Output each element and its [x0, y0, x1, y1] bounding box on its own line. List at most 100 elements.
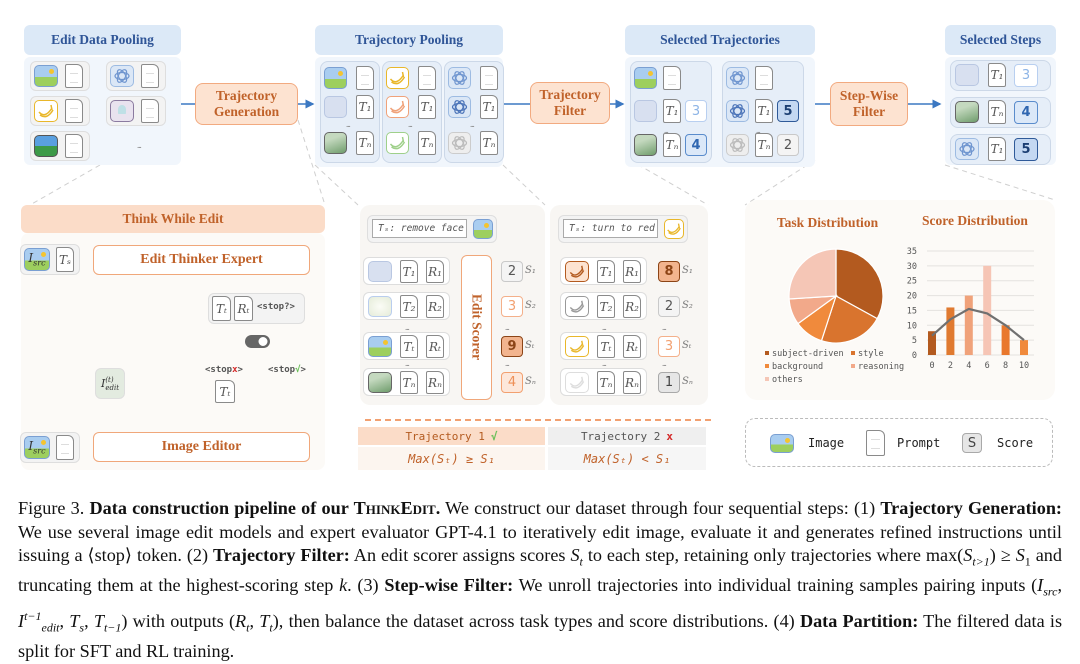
score-badge: 4	[685, 134, 707, 156]
ellipsis: ...	[505, 358, 510, 368]
ellipsis: ...	[470, 119, 475, 129]
ellipsis: ...	[408, 119, 413, 129]
prompt-doc-icon: R₂	[426, 295, 444, 318]
prompt-doc-icon: Tₙ	[597, 371, 615, 394]
caption-segment: T	[93, 610, 104, 631]
legend-label: subject-driven	[772, 349, 844, 359]
legend-score-label: Score	[997, 436, 1034, 450]
caption-segment: We use several image edit models and exp…	[18, 521, 1062, 566]
legend-swatch	[765, 351, 769, 355]
stop-prefix: <stop	[268, 365, 296, 375]
caption-segment: t	[246, 620, 250, 635]
score-icon: S	[962, 433, 982, 453]
result-label: Trajectory 1	[405, 429, 485, 443]
trajectory-result: Trajectory 1 √	[358, 427, 545, 445]
pie-slice-others	[788, 248, 837, 300]
banana-yellow-icon	[386, 67, 409, 89]
ellipsis: ...	[346, 119, 351, 129]
prompt-doc-icon	[141, 64, 159, 88]
landscape-green-icon	[324, 132, 347, 154]
banana-yellow-icon	[34, 100, 58, 122]
prompt-doc-icon: Tₙ	[418, 131, 436, 155]
prompt-doc-icon: Tₙ	[988, 100, 1006, 124]
source-image-label: Isrc	[28, 251, 45, 267]
score-badge: 4	[1014, 101, 1038, 124]
prompt-doc-icon: T₁	[663, 99, 681, 123]
caption-segment: s	[79, 620, 85, 635]
landscape-face-icon	[34, 65, 58, 87]
trend-line	[931, 307, 1025, 341]
caption-segment: to each step, retaining only trajectorie…	[582, 545, 964, 566]
landscape-face-icon	[634, 67, 657, 89]
label-sub: edit	[105, 383, 120, 392]
banana-yellow-icon	[664, 219, 684, 239]
openai-dark-icon	[726, 100, 749, 122]
openai-gray-icon	[726, 134, 749, 156]
legend-swatch	[851, 364, 855, 368]
caption-segment: Data Partition:	[799, 610, 919, 631]
legend-label: others	[772, 375, 803, 385]
step-wise-filter-step: Step-Wise Filter	[830, 82, 908, 126]
figure-caption: Figure 3. Data construction pipeline of …	[18, 497, 1062, 664]
result-label: Trajectory 2	[580, 429, 661, 443]
prompt-doc-icon	[65, 64, 83, 88]
landscape-face-icon	[473, 219, 493, 239]
prompt-doc-icon: Rₜ	[234, 296, 253, 321]
prompt-doc-icon: Tₙ	[480, 131, 498, 155]
landscape-faded-icon	[955, 64, 979, 86]
ellipsis: ...	[662, 322, 667, 332]
bar-chart-title: Score Distribution	[922, 213, 1028, 228]
label-main: I	[100, 377, 106, 390]
prompt-doc-icon: T₁	[988, 137, 1006, 161]
score-label: Sₙ	[682, 376, 693, 387]
score-badge: 4	[501, 372, 523, 393]
result-mark: √	[490, 429, 498, 443]
prompt-doc-icon	[480, 66, 498, 90]
x-tick-label: 2	[948, 361, 953, 371]
score-badge: 3	[501, 296, 523, 317]
legend-label: reasoning	[858, 362, 904, 372]
score-label: Sₜ	[525, 340, 535, 351]
caption-segment: and truncating them at the highest-scori…	[18, 545, 1062, 596]
caption-segment: We unroll trajectories into individual t…	[513, 575, 1038, 596]
caption-segment: ) with outputs (	[121, 610, 236, 631]
banana-dark-orange-icon	[565, 261, 589, 282]
banana-orange-icon	[386, 96, 409, 118]
ellipsis: ...	[756, 125, 761, 135]
ellipsis: ...	[664, 125, 669, 135]
trajectory-result: Trajectory 2 x	[548, 427, 706, 445]
arrow-line	[744, 159, 816, 206]
prompt-doc-icon: Tₜ	[215, 380, 235, 403]
bar-score-10	[1020, 340, 1028, 355]
legend-label: style	[858, 349, 884, 359]
trajectory-filter-step: Trajectory Filter	[530, 82, 610, 124]
caption-segment: ThinkEdit	[353, 498, 436, 518]
arrow-line	[629, 159, 709, 206]
caption-segment: k	[339, 575, 348, 596]
ellipsis: ...	[602, 322, 607, 332]
score-badge: 5	[1014, 138, 1038, 161]
caption-segment: Step-wise Filter:	[384, 575, 514, 596]
label-main: I	[28, 251, 34, 266]
prompt-doc-icon	[356, 66, 374, 90]
prompt-doc-icon: Rₜ	[623, 335, 641, 358]
caption-segment: t>1	[972, 554, 990, 569]
score-badge: 5	[777, 100, 799, 122]
result-formula: Max(Sₜ) ≥ S₁	[358, 447, 545, 470]
edit-scorer-label: Edit Scorer	[469, 294, 485, 361]
landscape-faded-icon	[324, 96, 347, 118]
caption-segment: T	[69, 610, 80, 631]
prompt-doc-icon: Tₜ	[212, 296, 231, 321]
legend-image-label: Image	[808, 436, 845, 450]
figure: Edit Data Pooling... Trajectory Generatio…	[20, 25, 1056, 470]
edit-data-pooling-header: Edit Data Pooling	[24, 25, 181, 55]
caption-segment: ), then balance the dataset across task …	[272, 610, 800, 631]
prompt-doc-icon: T₁	[988, 63, 1006, 87]
result-formula: Max(Sₜ) < S₁	[548, 447, 706, 470]
landscape-faded-icon	[368, 261, 392, 282]
caption-segment: S	[1015, 545, 1025, 566]
banana-green-icon	[386, 132, 409, 154]
stop-mark: x	[232, 365, 238, 375]
prompt-doc-icon: T₂	[597, 295, 615, 318]
caption-segment: ) ≥	[989, 545, 1016, 566]
